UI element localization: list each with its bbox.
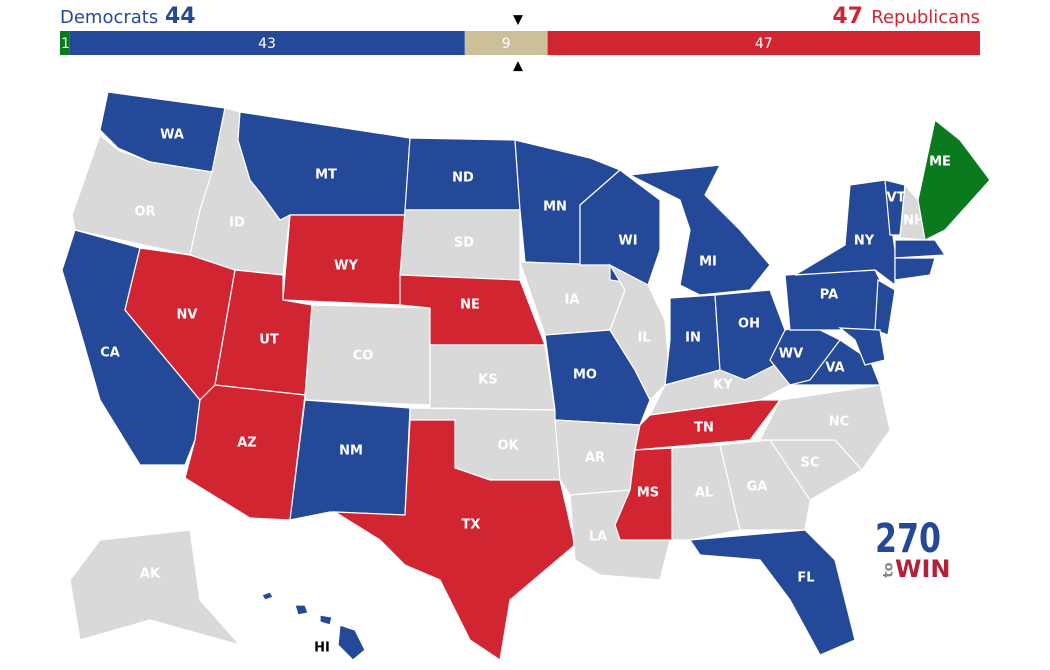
bar-segment — [69, 31, 465, 55]
state — [894, 257, 936, 281]
state-label: SC — [801, 456, 820, 471]
bar-segment-label: 47 — [755, 36, 773, 52]
state-label: PA — [820, 288, 838, 303]
us-map: WA OR CA ID NV MT WY UT AZ CO NM ND SD NE KS OK TX MN IA MO… — [61, 91, 991, 662]
bar-segment — [464, 31, 548, 55]
state-label: WI — [618, 234, 637, 249]
state-label: NY — [854, 234, 875, 249]
state-label: AR — [585, 451, 605, 466]
state — [332, 419, 576, 662]
state-label: KY — [713, 378, 733, 393]
bar-segment-label: 9 — [502, 36, 511, 52]
state-label: NM — [339, 444, 363, 459]
state-label: GA — [747, 480, 768, 495]
state-label: OR — [134, 205, 155, 220]
state-label: IL — [637, 331, 650, 346]
logo-win: WIN — [895, 555, 951, 583]
state — [627, 164, 771, 296]
state-label: WV — [779, 347, 803, 362]
state — [894, 239, 947, 259]
marker-bottom: ▲ — [513, 59, 523, 74]
state — [688, 529, 856, 656]
state-label: MS — [637, 486, 659, 501]
state-label: AK — [140, 567, 161, 582]
state-label: TX — [462, 518, 481, 533]
state-label: MO — [573, 368, 597, 383]
state-label: OH — [738, 317, 760, 332]
state-label: MI — [699, 255, 717, 270]
seat-bar: 1 43 9 47 — [60, 31, 980, 55]
state-label: SD — [454, 236, 474, 251]
state-label: WY — [334, 259, 358, 274]
state — [608, 263, 671, 402]
state — [184, 384, 306, 521]
state-label: NC — [829, 415, 849, 430]
state-label: FL — [797, 571, 814, 586]
state-label: AZ — [237, 436, 257, 451]
state-label: TN — [694, 421, 714, 436]
state-label: KS — [478, 373, 497, 388]
state — [769, 324, 841, 386]
state-label: WA — [160, 128, 184, 143]
state-label: OK — [497, 439, 519, 454]
bar-segment-label: 43 — [258, 36, 276, 52]
state — [838, 327, 886, 366]
state — [671, 444, 741, 541]
bar-segment-label: 1 — [61, 36, 70, 52]
rep-count: 47 — [832, 4, 863, 29]
dem-count: 44 — [165, 4, 196, 29]
state-label: ME — [929, 155, 951, 170]
logo-number: 270 — [875, 516, 941, 562]
state-label: IN — [685, 331, 701, 346]
state-label: NV — [177, 308, 198, 323]
state-label: MN — [543, 200, 567, 215]
bar-segment — [547, 31, 980, 55]
state-label: ID — [229, 216, 245, 231]
marker-top: ▼ — [513, 13, 523, 28]
state-label: ND — [452, 171, 474, 186]
dem-label: Democrats — [60, 7, 158, 28]
state-label: VA — [825, 361, 844, 376]
state-label: VT — [887, 191, 906, 206]
state-label: LA — [589, 530, 607, 545]
state-label: CA — [100, 346, 120, 361]
state — [69, 529, 242, 647]
state — [917, 118, 991, 241]
state-label: MT — [315, 168, 337, 183]
state-label: AL — [695, 486, 713, 501]
state-label: HI — [314, 641, 330, 656]
bar-segment — [60, 31, 70, 55]
state — [261, 591, 366, 661]
state-label: NE — [460, 298, 480, 313]
state-label: NH — [903, 214, 925, 229]
state — [289, 399, 411, 521]
logo-to: to — [882, 562, 897, 577]
state — [719, 439, 813, 531]
state — [874, 278, 896, 336]
logo: 270 to WIN — [875, 516, 951, 583]
rep-label: Republicans — [871, 7, 980, 28]
state-label: IA — [565, 293, 580, 308]
state — [794, 179, 896, 287]
state-label: UT — [259, 333, 279, 348]
state-label: CO — [353, 349, 374, 364]
